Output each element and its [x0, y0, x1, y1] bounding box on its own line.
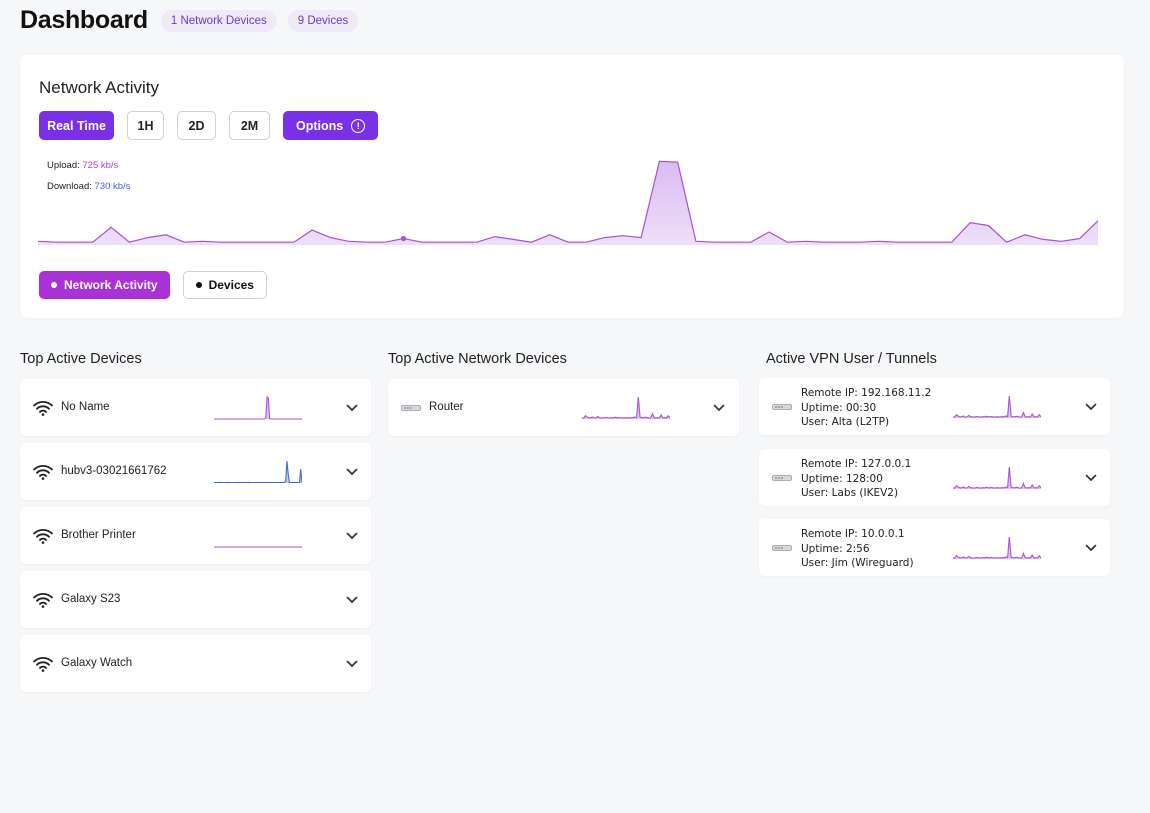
download-readout: Download: 730 kb/s: [47, 181, 130, 192]
chevron-down-icon[interactable]: [1085, 544, 1097, 552]
device-card[interactable]: hubv3-03021661762: [20, 443, 371, 500]
network-device-card[interactable]: Router: [388, 379, 739, 436]
device-card[interactable]: Galaxy S23: [20, 571, 371, 628]
network-activity-chart: [38, 160, 1098, 245]
vpn-user: User: Jim (Wireguard): [801, 557, 914, 569]
sparkline-area: [953, 467, 1041, 489]
network-devices-badge[interactable]: 1 Network Devices: [160, 9, 277, 32]
upload-label: Upload:: [47, 160, 80, 171]
network-device-sparkline: [582, 396, 670, 419]
chevron-down-icon[interactable]: [346, 596, 358, 604]
chevron-down-icon[interactable]: [713, 404, 725, 412]
activity-area: [38, 161, 1098, 245]
vpn-uptime: Uptime: 128:00: [801, 472, 883, 485]
top-devices-title: Top Active Devices: [20, 351, 142, 367]
sparkline-line: [953, 536, 1041, 559]
info-icon: !: [351, 118, 366, 133]
vpn-sparkline: [953, 395, 1041, 418]
device-sparkline: [214, 460, 302, 484]
device-card[interactable]: Brother Printer: [20, 507, 371, 564]
router-icon: [772, 404, 792, 410]
devices-badge[interactable]: 9 Devices: [287, 9, 359, 32]
time-range-selector: Real Time 1H 2D 2M Options !: [39, 111, 391, 140]
devices-toggle[interactable]: Devices: [182, 271, 267, 299]
device-sparkline: [214, 395, 302, 420]
download-value: 730 kb/s: [94, 181, 131, 192]
device-name: hubv3-03021661762: [61, 465, 167, 477]
vpn-user: User: Alta (L2TP): [801, 416, 890, 428]
wifi-icon: [33, 465, 53, 480]
network-devices-title: Top Active Network Devices: [388, 351, 567, 367]
page-title: Dashboard: [20, 6, 148, 34]
range-button-2m[interactable]: 2M: [229, 111, 270, 140]
chevron-down-icon[interactable]: [346, 404, 358, 412]
device-sparkline: [214, 546, 302, 548]
vpn-uptime: Uptime: 00:30: [801, 401, 877, 414]
vpn-remote-ip: Remote IP: 192.168.11.2: [801, 387, 932, 399]
device-name: No Name: [61, 401, 110, 413]
vpn-sparkline: [953, 466, 1041, 489]
device-card[interactable]: No Name: [20, 379, 371, 436]
chevron-down-icon[interactable]: [346, 532, 358, 540]
device-name: Galaxy Watch: [61, 657, 133, 669]
vpn-uptime: Uptime: 2:56: [801, 542, 870, 555]
options-label: Options: [296, 118, 344, 133]
chevron-down-icon[interactable]: [346, 660, 358, 668]
device-name: Galaxy S23: [61, 593, 121, 605]
network-activity-toggle-label: Network Activity: [64, 278, 158, 292]
network-device-name: Router: [429, 401, 464, 413]
dot-icon: [195, 282, 202, 288]
sparkline-area: [582, 397, 670, 419]
range-button-real-time[interactable]: Real Time: [39, 111, 114, 140]
device-card[interactable]: Galaxy Watch: [20, 635, 371, 692]
sparkline-line: [582, 396, 670, 419]
vpn-title: Active VPN User / Tunnels: [766, 351, 937, 367]
sparkline-area: [953, 396, 1041, 418]
sparkline-line: [953, 466, 1041, 489]
sparkline-area: [953, 537, 1041, 559]
device-name: Brother Printer: [61, 529, 136, 541]
vpn-tunnel-card[interactable]: Remote IP: 192.168.11.2 Uptime: 00:30 Us…: [759, 378, 1110, 435]
wifi-icon: [33, 401, 53, 416]
vpn-details: Remote IP: 127.0.0.1 Uptime: 128:00 User…: [801, 457, 911, 501]
page-header: Dashboard 1 Network Devices 9 Devices: [20, 6, 359, 35]
vpn-remote-ip: Remote IP: 10.0.0.1: [801, 528, 905, 540]
upload-readout: Upload: 725 kb/s: [47, 160, 118, 171]
network-activity-toggle[interactable]: Network Activity: [39, 271, 170, 299]
upload-value: 725 kb/s: [82, 160, 119, 171]
download-label: Download:: [47, 181, 92, 192]
vpn-sparkline: [953, 536, 1041, 559]
router-icon: [401, 405, 421, 411]
chevron-down-icon[interactable]: [1085, 403, 1097, 411]
wifi-icon: [33, 593, 53, 608]
wifi-icon: [33, 657, 53, 672]
router-icon: [772, 475, 792, 481]
vpn-user: User: Labs (IKEV2): [801, 487, 899, 499]
range-button-2d[interactable]: 2D: [177, 111, 216, 140]
devices-toggle-label: Devices: [208, 278, 254, 292]
vpn-remote-ip: Remote IP: 127.0.0.1: [801, 458, 912, 470]
sparkline-line: [214, 395, 302, 420]
vpn-tunnel-card[interactable]: Remote IP: 10.0.0.1 Uptime: 2:56 User: J…: [759, 519, 1110, 576]
sparkline-line: [214, 460, 302, 484]
chart-series-toggles: Network Activity Devices: [39, 271, 280, 299]
chevron-down-icon[interactable]: [346, 468, 358, 476]
vpn-details: Remote IP: 192.168.11.2 Uptime: 00:30 Us…: [801, 386, 931, 430]
active-dot-icon: [51, 282, 57, 288]
chevron-down-icon[interactable]: [1085, 474, 1097, 482]
router-icon: [772, 545, 792, 551]
vpn-details: Remote IP: 10.0.0.1 Uptime: 2:56 User: J…: [801, 527, 914, 571]
vpn-tunnel-card[interactable]: Remote IP: 127.0.0.1 Uptime: 128:00 User…: [759, 449, 1110, 506]
sparkline-line: [953, 395, 1041, 418]
network-activity-card: Network Activity Real Time 1H 2D 2M Opti…: [20, 55, 1124, 318]
hover-point[interactable]: [400, 235, 407, 242]
activity-line: [38, 160, 1098, 243]
sparkline-area: [214, 397, 302, 419]
wifi-icon: [33, 529, 53, 544]
range-button-1h[interactable]: 1H: [127, 111, 164, 140]
network-activity-title: Network Activity: [39, 78, 159, 97]
options-button[interactable]: Options !: [283, 111, 379, 140]
